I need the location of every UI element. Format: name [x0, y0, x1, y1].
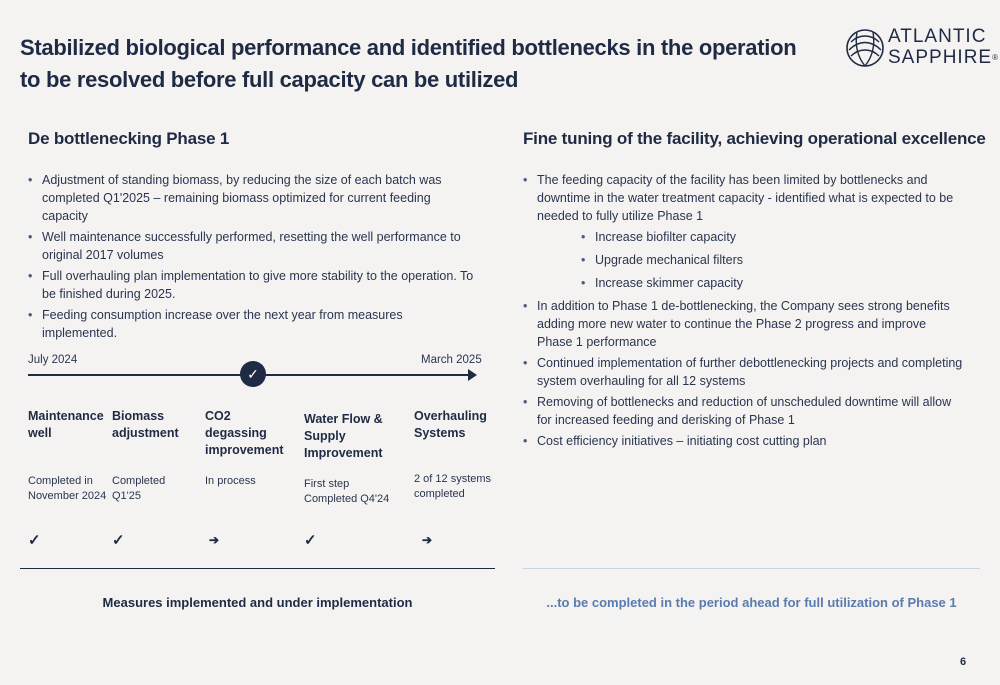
stage-status: Completed in November 2024: [28, 475, 107, 502]
right-bullet-list: The feeding capacity of the facility has…: [523, 171, 963, 453]
stage-status: Completed Q1'25: [112, 475, 166, 502]
timeline-start-label: July 2024: [28, 354, 78, 366]
right-sub-bullet: Increase biofilter capacity: [581, 228, 963, 246]
right-divider: [523, 568, 980, 569]
stage-title: CO2 degassing improvement: [205, 409, 284, 457]
left-footer-caption: Measures implemented and under implement…: [102, 595, 413, 610]
stage-status: In process: [205, 475, 256, 487]
right-sub-bullet: Increase skimmer capacity: [581, 274, 963, 292]
logo-line-1: ATLANTIC: [888, 26, 987, 47]
right-bullet: Continued implementation of further debo…: [523, 354, 963, 390]
stage-title: Overhauling Systems: [414, 409, 487, 440]
stage-title: Biomass adjustment: [112, 409, 179, 440]
logo-line-2: SAPPHIRE: [888, 47, 993, 68]
timeline-end-label: March 2025: [421, 354, 482, 366]
stage-title: Water Flow & Supply Improvement: [304, 412, 383, 460]
check-icon: ✓: [304, 532, 317, 549]
page-number: 6: [960, 656, 967, 668]
company-logo: ATLANTIC SAPPHIRE®: [845, 24, 998, 74]
stage-status: 2 of 12 systems completed: [414, 473, 492, 500]
stage-biomass-adjustment: Biomass adjustment: [112, 408, 204, 442]
stage-maintenance-well: Maintenance well: [28, 408, 120, 442]
left-bullet: Full overhauling plan implementation to …: [28, 267, 478, 303]
right-bullet: Removing of bottlenecks and reduction of…: [523, 393, 963, 429]
registered-mark: ®: [992, 53, 999, 62]
left-section-heading: De bottlenecking Phase 1: [28, 129, 230, 148]
stage-water-flow: Water Flow & Supply Improvement: [304, 411, 404, 462]
stage-overhauling-systems: Overhauling Systems: [414, 408, 494, 442]
right-bullet: In addition to Phase 1 de-bottlenecking,…: [523, 297, 963, 351]
left-divider: [20, 568, 495, 569]
stage-title: Maintenance well: [28, 409, 104, 440]
arrow-right-icon: ➔: [209, 533, 220, 547]
right-bullet: Cost efficiency initiatives – initiating…: [523, 432, 963, 450]
left-bullet-list: Adjustment of standing biomass, by reduc…: [28, 171, 478, 345]
right-section-heading: Fine tuning of the facility, achieving o…: [523, 129, 986, 148]
left-bullet: Adjustment of standing biomass, by reduc…: [28, 171, 478, 225]
right-bullet: The feeding capacity of the facility has…: [523, 171, 963, 292]
check-icon: ✓: [240, 361, 266, 387]
left-bullet: Feeding consumption increase over the ne…: [28, 306, 478, 342]
timeline-arrowhead: [468, 369, 477, 381]
right-sub-bullet-list: Increase biofilter capacity Upgrade mech…: [537, 228, 963, 292]
arrow-right-icon: ➔: [422, 533, 433, 547]
page-title: Stabilized biological performance and id…: [20, 35, 797, 92]
right-footer-caption: ...to be completed in the period ahead f…: [546, 595, 957, 610]
stage-status: First step Completed Q4'24: [304, 478, 390, 505]
right-bullet-text: The feeding capacity of the facility has…: [537, 173, 954, 223]
check-icon: ✓: [28, 532, 41, 549]
check-icon: ✓: [112, 532, 125, 549]
left-bullet: Well maintenance successfully performed,…: [28, 228, 478, 264]
stage-co2-degassing: CO2 degassing improvement: [205, 408, 285, 459]
atlantic-sapphire-logo-icon: [846, 29, 884, 67]
right-sub-bullet: Upgrade mechanical filters: [581, 251, 963, 269]
